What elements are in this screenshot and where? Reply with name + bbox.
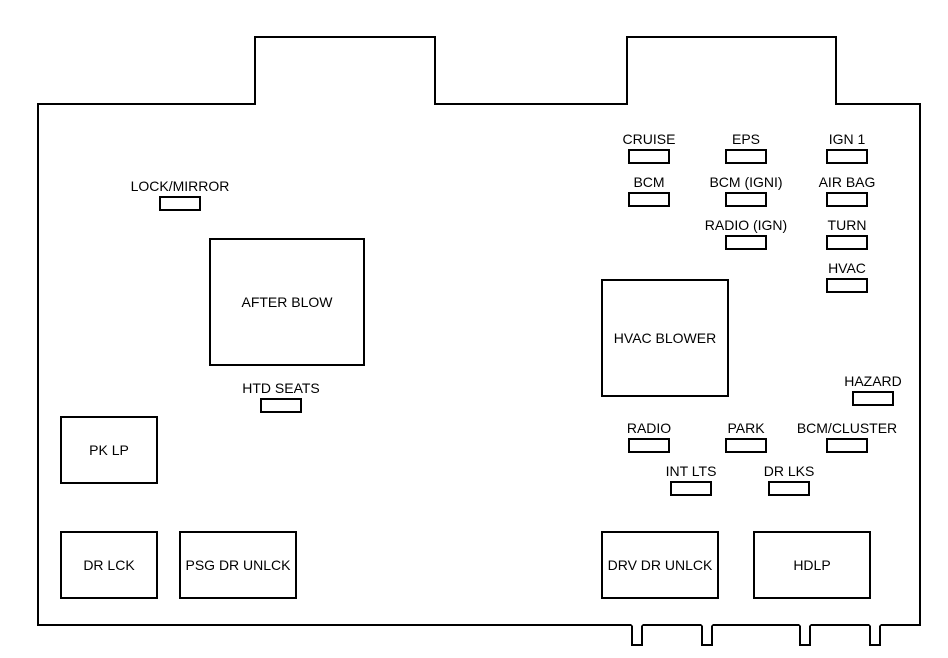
outline-top-1: [37, 103, 254, 105]
fuse-box-park: [725, 438, 767, 453]
fuse-label-airbag: AIR BAG: [756, 174, 938, 191]
fuse-box-airbag: [826, 192, 868, 207]
connector-peg-2: [799, 624, 811, 646]
fuse-box-eps: [725, 149, 767, 164]
fuse-box-ign1: [826, 149, 868, 164]
tab-right-1: [835, 36, 837, 105]
fuse-box-radio_ign: [725, 235, 767, 250]
fuse-label-htd_seats: HTD SEATS: [190, 380, 372, 397]
fuse-box-turn: [826, 235, 868, 250]
fuse-box-bcm: [628, 192, 670, 207]
outline-left: [37, 103, 39, 626]
relay-drv_unlck: DRV DR UNLCK: [601, 531, 719, 599]
fuse-box-int_lts: [670, 481, 712, 496]
relay-label-dr_lck: DR LCK: [62, 533, 156, 597]
relay-label-psg_unlck: PSG DR UNLCK: [181, 533, 295, 597]
connector-peg-3: [869, 624, 881, 646]
tab-left-1: [626, 36, 628, 105]
fuse-box-htd_seats: [260, 398, 302, 413]
relay-label-after_blow: AFTER BLOW: [211, 240, 363, 364]
relay-dr_lck: DR LCK: [60, 531, 158, 599]
connector-peg-0: [631, 624, 643, 646]
tab-left-0: [254, 36, 256, 105]
fuse-box-diagram: LOCK/MIRRORHTD SEATSCRUISEEPSIGN 1BCMBCM…: [0, 0, 948, 658]
relay-hvac_blower: HVAC BLOWER: [601, 279, 729, 397]
fuse-box-hazard: [852, 391, 894, 406]
relay-psg_unlck: PSG DR UNLCK: [179, 531, 297, 599]
outline-bottom: [37, 624, 921, 626]
relay-label-drv_unlck: DRV DR UNLCK: [603, 533, 717, 597]
tab-top-1: [626, 36, 837, 38]
tab-top-0: [254, 36, 436, 38]
fuse-box-bcm_cl: [826, 438, 868, 453]
relay-label-hvac_blower: HVAC BLOWER: [603, 281, 727, 395]
relay-pk_lp: PK LP: [60, 416, 158, 484]
fuse-label-hvac: HVAC: [756, 260, 938, 277]
connector-peg-1: [701, 624, 713, 646]
fuse-box-dr_lks: [768, 481, 810, 496]
fuse-label-turn: TURN: [756, 217, 938, 234]
relay-hdlp: HDLP: [753, 531, 871, 599]
fuse-label-lock_mirror: LOCK/MIRROR: [89, 178, 271, 195]
fuse-box-lock_mirror: [159, 196, 201, 211]
relay-after_blow: AFTER BLOW: [209, 238, 365, 366]
relay-label-pk_lp: PK LP: [62, 418, 156, 482]
fuse-box-bcm_ign: [725, 192, 767, 207]
tab-right-0: [434, 36, 436, 105]
relay-label-hdlp: HDLP: [755, 533, 869, 597]
fuse-label-hazard: HAZARD: [782, 373, 948, 390]
fuse-label-ign1: IGN 1: [756, 131, 938, 148]
fuse-label-bcm_cl: BCM/CLUSTER: [756, 420, 938, 437]
outline-top-3: [837, 103, 921, 105]
outline-top-2: [436, 103, 626, 105]
fuse-label-dr_lks: DR LKS: [698, 463, 880, 480]
fuse-box-hvac: [826, 278, 868, 293]
fuse-box-radio: [628, 438, 670, 453]
fuse-box-cruise: [628, 149, 670, 164]
